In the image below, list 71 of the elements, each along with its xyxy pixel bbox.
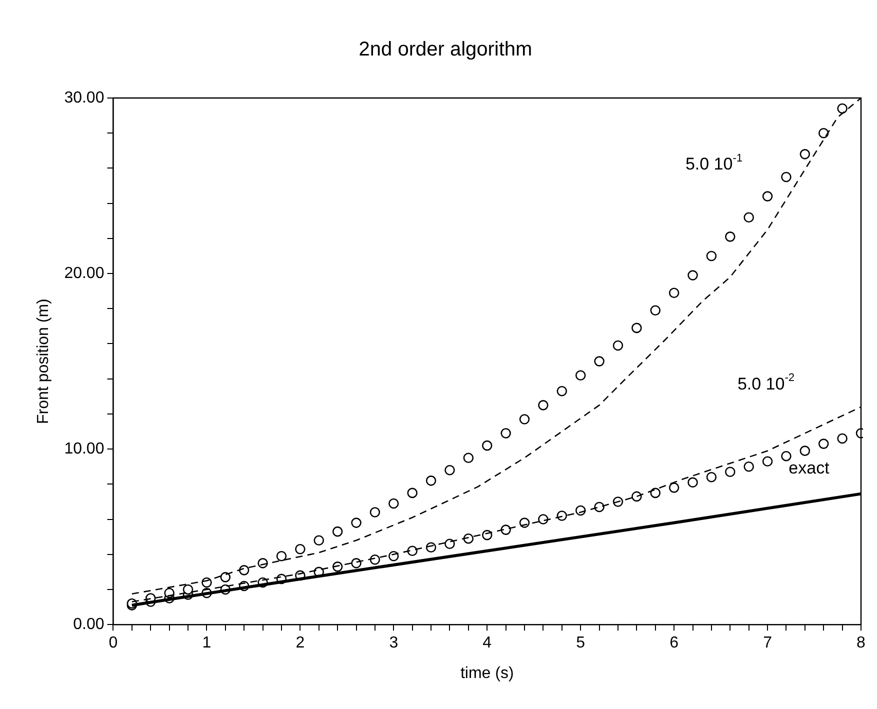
point [538,400,548,410]
point [781,172,792,182]
point [837,103,848,114]
point [762,191,773,202]
x-tick-label: 3 [389,634,398,652]
point [407,488,418,498]
point [594,356,604,366]
y-tick-label: 30.00 [64,89,104,106]
point [762,456,773,467]
point [388,498,399,509]
chart-title: 2nd order algorithm [358,38,532,61]
point [668,482,680,493]
x-tick-label: 2 [296,634,305,652]
point [594,502,604,512]
point [800,149,810,160]
point [538,514,548,524]
y-tick-label: 0.00 [73,616,104,634]
x-tick-label: 0 [108,634,118,652]
y-axis-title: Front position (m) [35,298,52,424]
point [744,461,754,472]
point [220,572,231,582]
point [351,518,362,528]
series-label: exact [788,458,830,478]
point [612,340,624,351]
point [781,450,792,462]
point [724,232,736,242]
point [650,305,661,316]
point [632,491,642,502]
point [444,538,455,550]
point [668,288,680,298]
x-tick-label: 1 [202,634,212,652]
y-tick-label: 10.00 [64,440,104,458]
point [370,554,380,565]
x-axis-title: time (s) [460,664,514,682]
point [706,250,717,262]
point [744,212,754,223]
point [837,433,848,444]
point [182,584,194,595]
point [370,507,380,518]
point [314,535,324,546]
point [238,565,250,576]
point [706,472,717,482]
point [444,464,455,476]
point [482,440,492,451]
x-tick-label: 8 [856,634,866,652]
point [426,476,436,486]
x-tick-label: 4 [482,634,492,652]
x-tick-label: 5 [576,634,586,652]
point [351,558,362,568]
point [500,524,511,535]
point [407,546,418,556]
point [556,386,568,396]
x-tick-label: 7 [763,634,772,652]
point [800,446,810,456]
point [724,466,736,478]
point [688,477,698,488]
point [818,438,829,449]
point [332,526,343,537]
point [688,270,698,280]
x-tick-label: 6 [670,634,679,652]
point [650,488,661,498]
point [463,452,474,463]
point [500,428,511,438]
point [575,370,586,380]
point [519,414,530,424]
point [463,533,474,544]
point [632,322,642,334]
point [276,550,287,562]
y-tick-label: 20.00 [64,264,104,282]
point [818,128,829,138]
point [295,544,306,554]
